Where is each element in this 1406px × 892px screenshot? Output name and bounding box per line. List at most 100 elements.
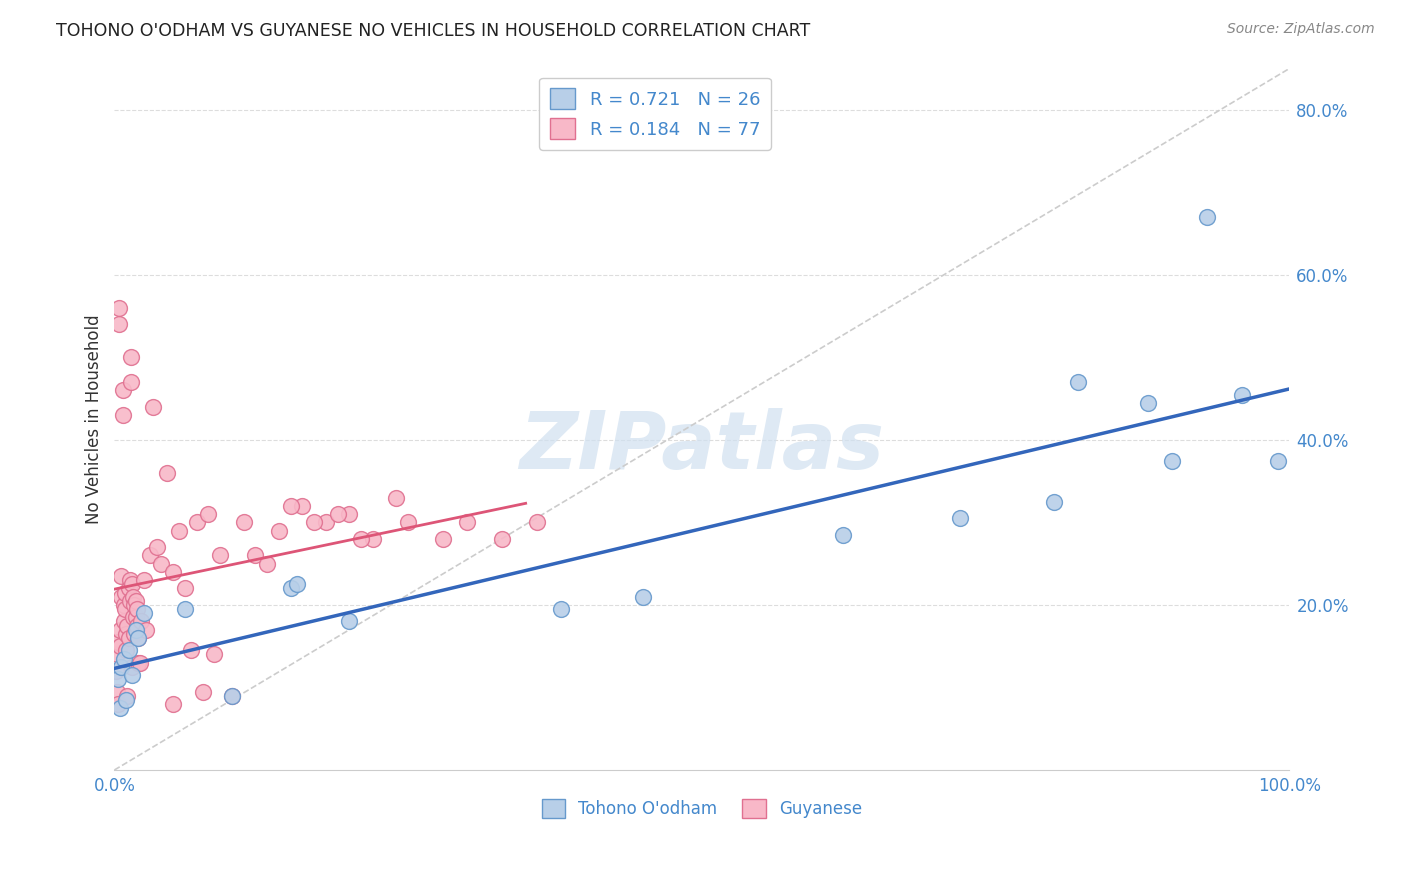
Point (127, 631, 149, 645)
Point (124, 598, 146, 612)
Point (186, 516, 208, 530)
Point (118, 573, 141, 587)
Point (115, 627, 138, 641)
Point (115, 643, 138, 657)
Point (111, 384, 134, 398)
Point (110, 569, 132, 583)
Point (162, 697, 184, 711)
Point (110, 660, 132, 674)
Point (174, 582, 197, 596)
Point (949, 511, 972, 525)
Text: ZIPatlas: ZIPatlas (519, 409, 884, 486)
Point (167, 524, 190, 538)
Point (831, 528, 853, 542)
Point (1137, 396, 1160, 410)
Y-axis label: No Vehicles in Household: No Vehicles in Household (86, 315, 103, 524)
Point (132, 606, 155, 620)
Point (180, 643, 202, 657)
Text: Source: ZipAtlas.com: Source: ZipAtlas.com (1227, 22, 1375, 37)
Point (117, 618, 139, 632)
Point (112, 598, 135, 612)
Point (302, 516, 325, 530)
Point (112, 615, 135, 629)
Point (108, 318, 131, 332)
Point (280, 499, 302, 513)
Point (526, 516, 548, 530)
Point (110, 639, 132, 653)
Point (1160, 453, 1182, 467)
Point (1197, 210, 1219, 224)
Point (285, 577, 308, 591)
Point (267, 524, 290, 538)
Point (1067, 375, 1090, 389)
Point (1232, 387, 1254, 401)
Point (245, 549, 267, 563)
Point (117, 643, 139, 657)
Point (127, 656, 149, 670)
Point (115, 693, 138, 707)
Point (124, 610, 146, 624)
Point (221, 689, 243, 703)
Legend: Tohono O'odham, Guyanese: Tohono O'odham, Guyanese (534, 792, 869, 825)
Point (105, 684, 128, 698)
Point (1267, 453, 1289, 467)
Point (131, 615, 153, 629)
Point (631, 590, 654, 604)
Point (121, 577, 143, 591)
Point (122, 610, 145, 624)
Point (209, 549, 232, 563)
Point (104, 664, 127, 678)
Point (132, 573, 155, 587)
Point (105, 648, 128, 662)
Point (110, 590, 132, 604)
Point (221, 689, 243, 703)
Point (110, 701, 132, 715)
Point (125, 602, 148, 616)
Point (117, 631, 139, 645)
Point (232, 516, 254, 530)
Point (108, 301, 131, 315)
Point (361, 532, 384, 546)
Point (138, 549, 160, 563)
Point (197, 507, 219, 521)
Point (114, 602, 136, 616)
Point (110, 623, 132, 637)
Point (107, 635, 129, 649)
Point (550, 602, 572, 616)
Point (107, 697, 129, 711)
Point (191, 684, 214, 698)
Point (150, 557, 173, 571)
Point (107, 672, 129, 686)
Point (125, 618, 148, 632)
Point (120, 375, 142, 389)
Point (174, 602, 197, 616)
Point (124, 623, 146, 637)
Point (145, 540, 167, 554)
Point (162, 565, 184, 579)
Point (339, 507, 361, 521)
Point (135, 623, 157, 637)
Point (291, 499, 314, 513)
Point (350, 532, 373, 546)
Point (339, 615, 361, 629)
Point (121, 668, 143, 682)
Point (256, 557, 278, 571)
Point (396, 516, 419, 530)
Point (111, 408, 134, 422)
Point (202, 648, 225, 662)
Point (432, 532, 454, 546)
Point (124, 627, 146, 641)
Point (491, 532, 513, 546)
Point (117, 689, 139, 703)
Point (124, 594, 146, 608)
Point (385, 491, 408, 505)
Point (127, 631, 149, 645)
Point (156, 466, 179, 480)
Point (280, 582, 302, 596)
Point (117, 582, 139, 596)
Point (1043, 495, 1066, 509)
Point (142, 400, 165, 414)
Point (129, 656, 152, 670)
Point (456, 516, 478, 530)
Text: TOHONO O'ODHAM VS GUYANESE NO VEHICLES IN HOUSEHOLD CORRELATION CHART: TOHONO O'ODHAM VS GUYANESE NO VEHICLES I… (56, 22, 810, 40)
